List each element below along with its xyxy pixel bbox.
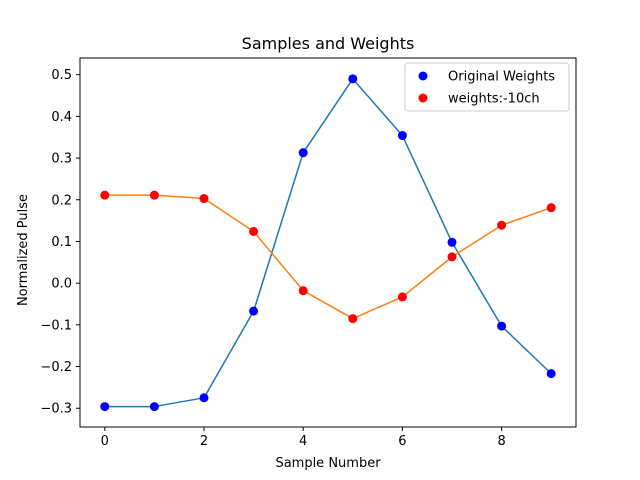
data-point-1-2: [199, 194, 209, 204]
data-point-0-0: [100, 402, 110, 412]
data-point-1-4: [298, 286, 308, 296]
data-point-1-0: [100, 190, 110, 200]
data-point-1-7: [447, 252, 457, 262]
y-tick-label: 0.0: [51, 277, 72, 292]
data-point-1-5: [348, 314, 358, 324]
legend-label-1: weights:-10ch: [448, 92, 540, 107]
y-tick-label: 0.3: [51, 152, 72, 167]
series-lines: [104, 78, 552, 408]
legend-label-0: Original Weights: [448, 70, 555, 85]
data-point-0-2: [199, 393, 209, 403]
data-point-0-8: [497, 321, 507, 331]
data-point-1-1: [149, 190, 159, 200]
data-point-1-3: [249, 226, 259, 236]
x-tick-label: 8: [497, 434, 505, 449]
x-tick-label: 2: [200, 434, 208, 449]
series-points: [100, 74, 556, 412]
legend-marker-1: [418, 93, 428, 103]
legend-box: [404, 62, 570, 112]
x-axis-label: Sample Number: [275, 456, 381, 471]
y-tick-label: −0.1: [40, 318, 72, 333]
data-point-0-3: [249, 306, 259, 316]
chart-title: Samples and Weights: [242, 34, 415, 53]
y-tick-label: 0.5: [51, 68, 72, 83]
y-tick-label: −0.2: [40, 360, 72, 375]
data-point-0-9: [546, 369, 556, 379]
data-point-0-5: [348, 74, 358, 84]
y-tick-label: 0.2: [51, 193, 72, 208]
data-point-1-9: [546, 203, 556, 213]
x-tick-label: 6: [398, 434, 406, 449]
data-point-0-4: [298, 148, 308, 158]
data-point-0-1: [149, 402, 159, 412]
x-tick-label: 4: [299, 434, 307, 449]
x-tick-label: 0: [101, 434, 109, 449]
y-tick-label: −0.3: [40, 402, 72, 417]
y-tick-label: 0.1: [51, 235, 72, 250]
legend-marker-0: [418, 71, 428, 81]
data-point-0-7: [447, 237, 457, 247]
legend: Original Weights weights:-10ch: [404, 62, 570, 112]
data-point-0-6: [397, 131, 407, 141]
plot-frame: [79, 57, 577, 428]
data-point-1-8: [497, 220, 507, 230]
data-point-1-6: [397, 292, 407, 302]
series-line-1: [104, 194, 552, 320]
y-tick-label: 0.4: [51, 110, 72, 125]
series-line-0: [104, 78, 552, 408]
y-axis-label: Normalized Pulse: [16, 194, 31, 306]
axes: 0 2 4 6 8 −0.3 −0.2 −0.1 0.0 0.1 0.2 0.3 0.4 0.5: [40, 57, 577, 449]
